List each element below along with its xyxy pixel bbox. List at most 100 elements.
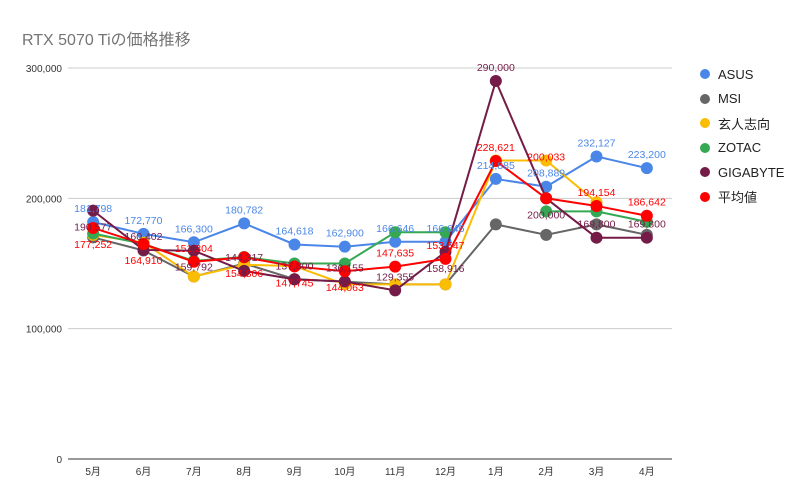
x-tick-label: 3月 (589, 466, 605, 478)
data-label: 136,155 (326, 263, 364, 275)
data-point (338, 265, 351, 278)
data-label: 129,355 (376, 271, 414, 283)
chart-title: RTX 5070 Tiの価格推移 (22, 32, 191, 49)
data-label: 186,642 (628, 197, 666, 209)
data-label: 208,889 (527, 168, 565, 180)
data-label: 166,646 (376, 223, 414, 235)
data-label: 164,910 (125, 255, 163, 267)
data-point (640, 162, 653, 175)
legend-marker (700, 93, 710, 104)
x-tick-label: 7月 (186, 466, 202, 478)
series-line (92, 223, 648, 286)
x-tick-label: 6月 (136, 466, 152, 478)
data-label: 172,770 (125, 215, 163, 227)
data-point (439, 278, 452, 291)
data-label: 162,900 (326, 228, 364, 240)
data-point (389, 260, 402, 273)
data-label: 153,547 (427, 240, 465, 252)
data-point (87, 204, 100, 217)
data-label: 223,200 (628, 149, 666, 161)
data-label: 180,782 (225, 204, 263, 216)
data-point (439, 226, 452, 239)
data-point (288, 238, 301, 251)
series-line (92, 159, 648, 273)
x-tick-label: 9月 (287, 466, 303, 478)
x-tick-label: 1月 (488, 466, 504, 478)
data-point (489, 218, 502, 231)
y-tick-label: 300,000 (26, 64, 63, 75)
legend-label: ASUS (718, 66, 754, 82)
data-point (87, 221, 100, 234)
data-label: 177,252 (74, 239, 112, 251)
legend-item: 玄人志向 (700, 111, 784, 136)
data-point (489, 172, 502, 185)
data-point (338, 240, 351, 253)
data-label: 164,618 (276, 225, 314, 237)
data-label: 232,127 (578, 137, 616, 149)
x-tick-label: 2月 (538, 466, 554, 478)
data-label: 166,646 (427, 223, 465, 235)
data-label: 158,916 (427, 263, 465, 275)
series-line (92, 78, 647, 292)
data-label: 151,304 (175, 243, 213, 255)
data-point (540, 154, 553, 167)
data-point (640, 209, 653, 222)
data-label: 200,033 (527, 151, 565, 163)
data-point (489, 75, 502, 88)
x-tick-label: 12月 (435, 466, 456, 478)
data-label: 144,317 (225, 252, 263, 264)
legend-item: ZOTAC (700, 136, 784, 161)
x-tick-label: 8月 (236, 466, 252, 478)
data-point (590, 218, 603, 231)
y-tick-label: 100,000 (26, 325, 63, 336)
data-label: 169,800 (628, 219, 666, 231)
data-label: 194,154 (578, 187, 616, 199)
x-tick-label: 10月 (334, 466, 355, 478)
legend-marker (700, 142, 710, 153)
legend-label: ZOTAC (718, 140, 762, 156)
data-label: 228,621 (477, 142, 515, 154)
data-point (288, 260, 301, 273)
legend-item: GIGABYTE (700, 160, 784, 185)
legend-marker (700, 118, 710, 129)
legend-label: MSI (718, 91, 742, 107)
data-point (187, 270, 200, 283)
legend-item: ASUS (700, 62, 784, 87)
data-label: 214,885 (477, 160, 515, 172)
data-point (590, 150, 603, 163)
data-label: 137,800 (276, 260, 314, 272)
legend-label: 平均値 (718, 190, 758, 206)
data-point (187, 255, 200, 268)
data-point (540, 192, 553, 205)
data-point (238, 264, 251, 277)
data-point (238, 251, 251, 264)
legend: ASUS MSI 玄人志向 ZOTAC GIGABYTE 平均値 (700, 62, 784, 209)
x-tick-label: 4月 (639, 466, 655, 478)
data-point (238, 217, 251, 230)
x-tick-label: 5月 (85, 466, 101, 478)
data-label: 190,577 (74, 222, 112, 234)
legend-marker (700, 191, 710, 202)
data-point (187, 236, 200, 249)
y-tick-label: 0 (56, 455, 62, 466)
data-point (288, 273, 301, 286)
data-label: 154,806 (225, 268, 263, 280)
series-line (92, 155, 648, 248)
data-point (137, 238, 150, 251)
data-point (137, 227, 150, 240)
data-label: 159,792 (175, 262, 213, 274)
data-label: 147,745 (276, 277, 314, 289)
data-point (640, 231, 653, 244)
data-point (540, 205, 553, 218)
data-point (338, 275, 351, 288)
data-point (540, 228, 553, 241)
data-point (187, 244, 200, 257)
data-point (389, 226, 402, 239)
data-point (489, 155, 502, 168)
legend-label: GIGABYTE (718, 164, 785, 180)
data-label: 160,402 (125, 231, 163, 243)
legend-marker (700, 69, 710, 80)
x-tick-label: 11月 (385, 466, 405, 478)
